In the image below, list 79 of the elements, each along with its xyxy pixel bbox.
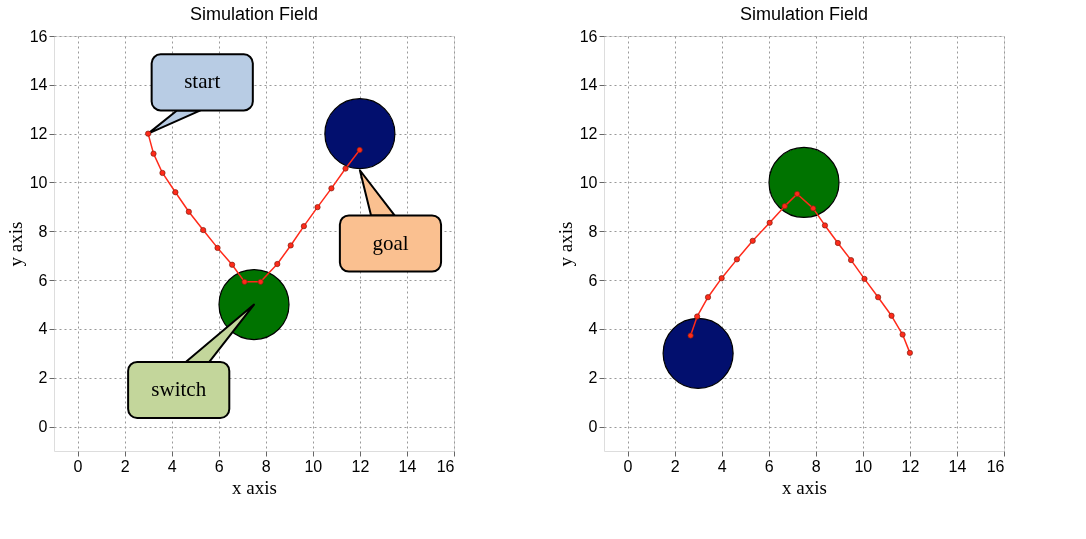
point — [687, 332, 694, 339]
x-tick-label: 4 — [167, 457, 177, 475]
y-axis-title: y axis — [4, 221, 26, 267]
y-tick-label: 2 — [38, 369, 48, 387]
annotation: switch — [151, 376, 207, 401]
x-tick-label: 0 — [623, 457, 633, 475]
point — [810, 205, 817, 212]
point — [694, 313, 701, 320]
point — [287, 242, 294, 249]
x-tick-label: 6 — [764, 457, 774, 475]
y-tick-label: 8 — [588, 222, 598, 240]
point — [200, 227, 207, 234]
point — [172, 189, 179, 196]
chart-title: Simulation Field — [189, 4, 319, 24]
point — [229, 261, 236, 268]
point — [906, 349, 913, 356]
point — [342, 165, 349, 172]
y-tick-label: 16 — [29, 27, 48, 45]
x-axis-title: x axis — [232, 476, 277, 498]
y-tick-label: 6 — [38, 271, 48, 289]
x-tick-label: 8 — [811, 457, 821, 475]
y-tick-label: 8 — [38, 222, 48, 240]
point — [888, 312, 895, 319]
point — [705, 294, 711, 301]
point — [257, 278, 264, 285]
point — [861, 275, 868, 282]
x-tick-label: 2 — [120, 457, 130, 475]
annotation: goal — [372, 230, 409, 255]
point — [733, 256, 740, 263]
point — [159, 169, 166, 176]
point — [794, 190, 801, 197]
x-tick-label: 10 — [304, 457, 323, 475]
y-tick-label: 0 — [588, 418, 598, 436]
point — [899, 331, 906, 338]
point — [356, 147, 363, 153]
x-tick-label: 16 — [436, 457, 455, 475]
point — [274, 261, 281, 267]
y-tick-label: 4 — [38, 320, 48, 338]
y-tick-label: 12 — [579, 125, 598, 143]
point — [766, 219, 773, 226]
x-axis-title: x axis — [782, 476, 827, 498]
y-tick-label: 10 — [29, 173, 48, 191]
x-tick-label: 6 — [214, 457, 224, 475]
y-tick-label: 14 — [579, 76, 598, 94]
x-tick-label: 14 — [398, 457, 417, 475]
point — [875, 294, 882, 301]
y-tick-label: 16 — [579, 27, 598, 45]
point — [749, 237, 756, 244]
y-axis-title: y axis — [554, 221, 576, 267]
x-tick-label: 16 — [986, 457, 1005, 475]
x-tick-label: 2 — [670, 457, 680, 475]
y-tick-label: 0 — [38, 418, 48, 436]
y-tick-label: 14 — [29, 76, 48, 94]
point — [821, 222, 828, 229]
point — [314, 204, 321, 211]
y-tick-label: 10 — [579, 173, 598, 191]
x-tick-label: 4 — [717, 457, 727, 475]
point — [145, 130, 152, 137]
point — [300, 223, 307, 230]
y-tick-label: 4 — [588, 320, 598, 338]
point — [328, 185, 335, 192]
point — [781, 203, 788, 210]
point — [834, 240, 841, 246]
point — [150, 150, 157, 157]
point — [718, 275, 725, 282]
y-tick-label: 2 — [588, 369, 598, 387]
point — [848, 257, 855, 264]
x-tick-label: 12 — [901, 457, 920, 475]
x-tick-label: 14 — [948, 457, 967, 475]
point — [214, 244, 221, 251]
x-tick-label: 12 — [351, 457, 370, 475]
point — [185, 208, 192, 215]
point — [241, 278, 248, 285]
x-tick-label: 8 — [261, 457, 271, 475]
x-tick-label: 0 — [73, 457, 83, 475]
x-tick-label: 10 — [854, 457, 873, 475]
y-tick-label: 6 — [588, 271, 598, 289]
chart-title: Simulation Field — [739, 4, 869, 24]
y-tick-label: 12 — [29, 125, 48, 143]
